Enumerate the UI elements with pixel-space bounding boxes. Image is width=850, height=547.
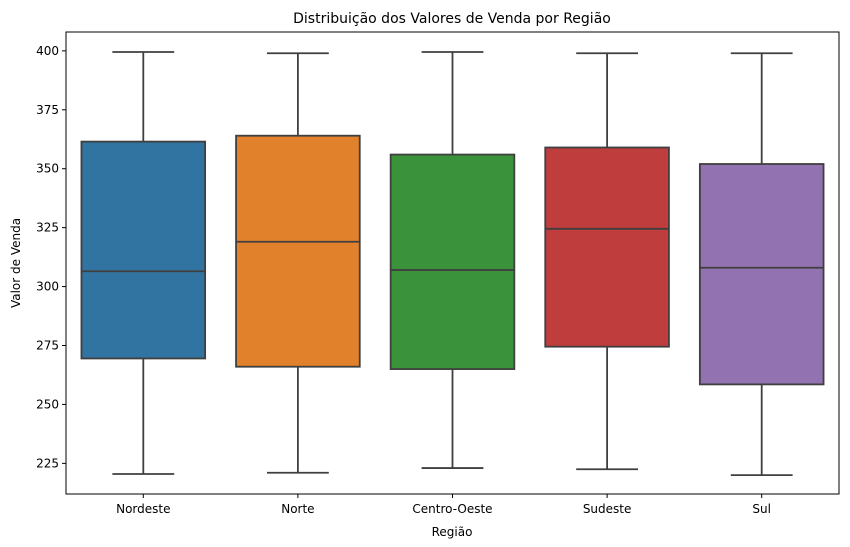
y-tick-label: 300 bbox=[36, 280, 59, 294]
box-norte bbox=[235, 52, 361, 474]
box-iqr bbox=[698, 163, 825, 386]
box-iqr bbox=[389, 153, 516, 370]
y-tick-label: 400 bbox=[36, 44, 59, 58]
box-nordeste bbox=[80, 51, 207, 475]
x-axis-label: Região bbox=[432, 525, 473, 539]
y-axis: 225 250 275 300 325 350 375 400 bbox=[36, 44, 66, 470]
box-iqr bbox=[235, 134, 361, 368]
boxes-group bbox=[80, 51, 825, 477]
x-tick-label: Norte bbox=[281, 502, 314, 516]
y-tick-label: 375 bbox=[36, 103, 59, 117]
y-tick-label: 250 bbox=[36, 397, 59, 411]
y-axis-label: Valor de Venda bbox=[9, 218, 23, 308]
x-axis: Nordeste Norte Centro-Oeste Sudeste Sul bbox=[116, 494, 771, 516]
box-sul bbox=[698, 52, 825, 477]
box-sudeste bbox=[544, 52, 670, 471]
x-tick-label: Sul bbox=[752, 502, 771, 516]
chart-title: Distribuição dos Valores de Venda por Re… bbox=[293, 11, 611, 27]
box-iqr bbox=[80, 140, 207, 360]
y-tick-label: 325 bbox=[36, 221, 59, 235]
x-tick-label: Sudeste bbox=[583, 502, 632, 516]
box-centro-oeste bbox=[389, 51, 516, 469]
x-tick-label: Nordeste bbox=[116, 502, 170, 516]
y-tick-label: 225 bbox=[36, 456, 59, 470]
x-tick-label: Centro-Oeste bbox=[412, 502, 492, 516]
box-iqr bbox=[544, 146, 670, 348]
y-tick-label: 275 bbox=[36, 339, 59, 353]
y-tick-label: 350 bbox=[36, 162, 59, 176]
